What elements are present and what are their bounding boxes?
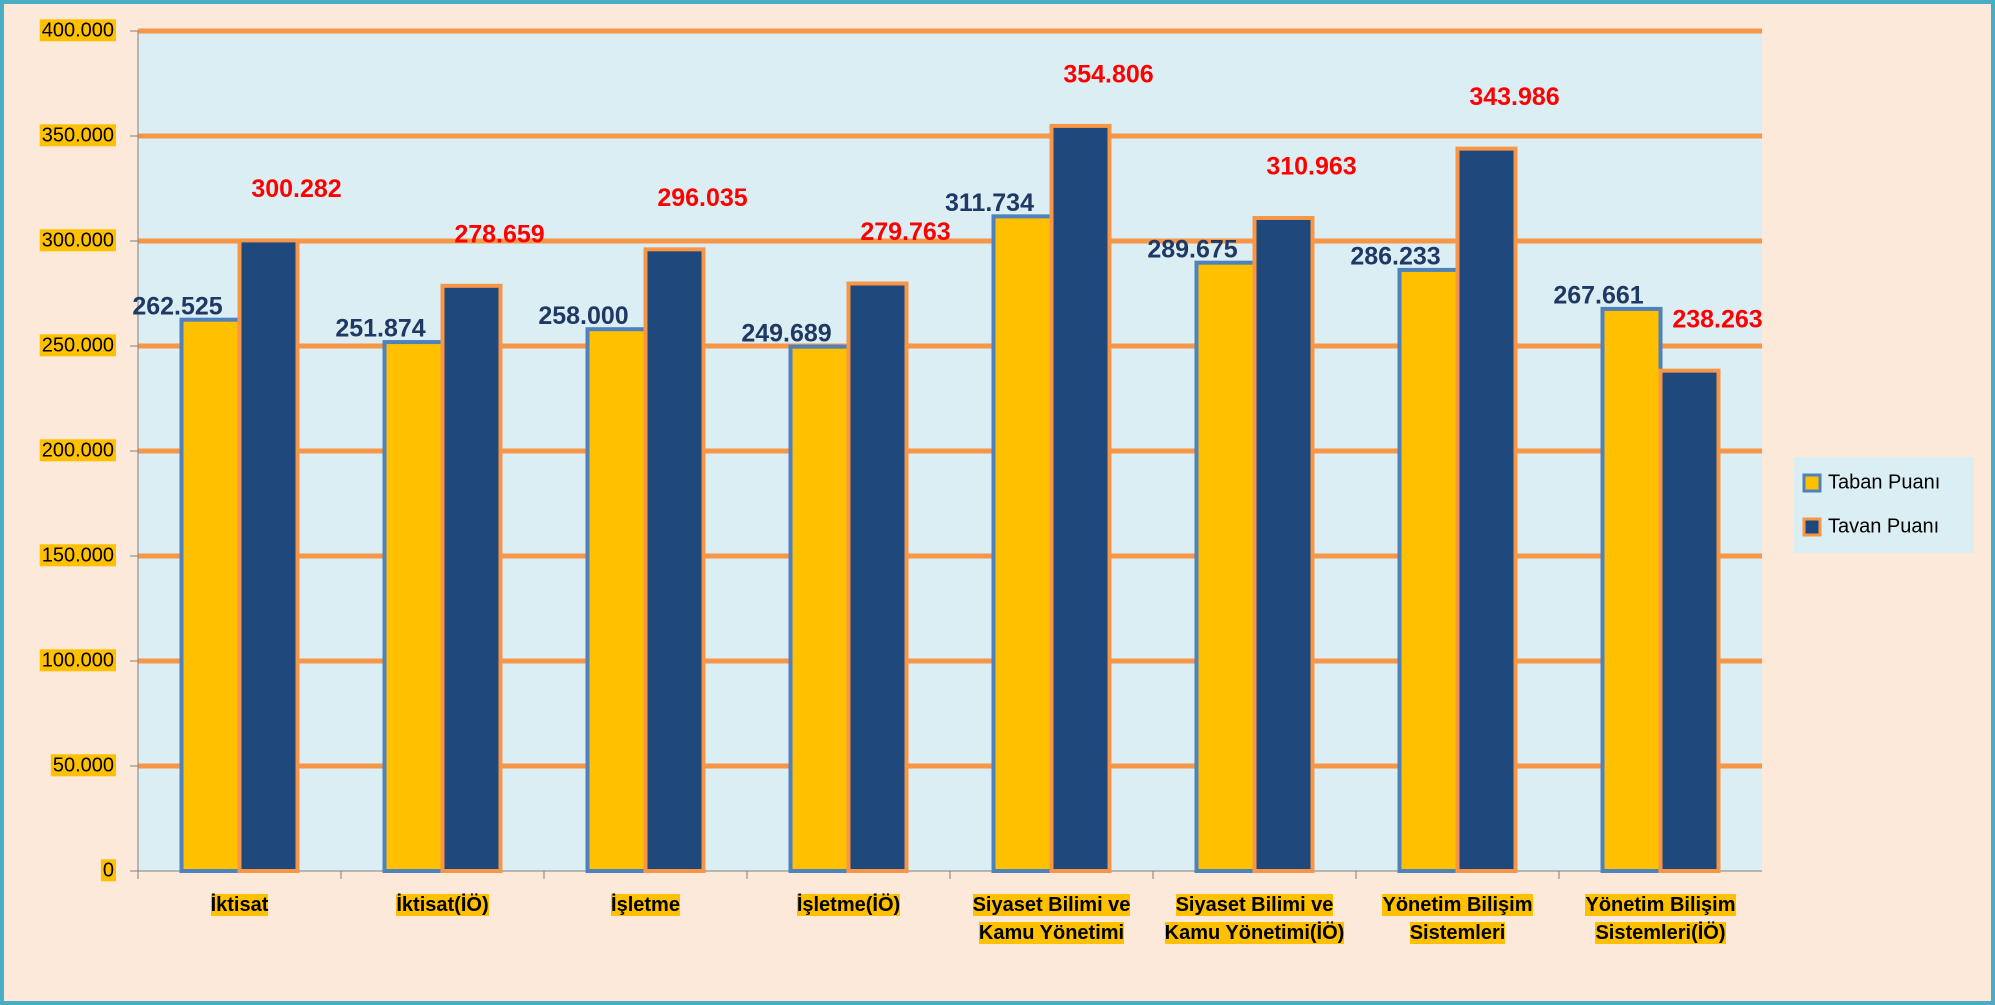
legend-swatch xyxy=(1802,517,1822,537)
x-tick-label: İktisat xyxy=(145,891,335,919)
chart-svg: 0 50.000 100.000 150.000 200.000 250.000 300.0… xyxy=(39,19,1974,882)
data-label: 289.675 xyxy=(1147,235,1237,263)
x-tick-label: Yönetim Bilişim Sistemleri xyxy=(1363,891,1553,947)
x-tick-label-text: İşletme(İÖ) xyxy=(796,894,901,916)
bar xyxy=(1194,260,1257,873)
x-tick-label: İşletme xyxy=(551,891,741,919)
x-tick-label-text: Siyaset Bilimi ve Kamu Yönetimi xyxy=(972,894,1131,944)
y-tick-label-bg xyxy=(100,859,116,882)
x-tick-label-text: İktisat(İÖ) xyxy=(396,894,489,916)
data-label: 262.525 xyxy=(132,292,222,320)
x-tick-label: Siyaset Bilimi ve Kamu Yönetimi(İÖ) xyxy=(1160,891,1350,947)
y-tick-label-bg xyxy=(50,754,116,777)
bar xyxy=(1455,146,1518,873)
bar xyxy=(991,214,1054,874)
y-tick-label: 0 xyxy=(103,859,114,881)
data-label: 267.661 xyxy=(1553,282,1643,310)
data-label: 238.263 xyxy=(1672,305,1762,333)
x-tick-label: İşletme(İÖ) xyxy=(754,891,944,919)
y-tick-label: 150.000 xyxy=(42,544,114,566)
y-tick-label-bg xyxy=(39,649,116,672)
y-tick-label: 100.000 xyxy=(42,649,114,671)
y-tick-label-bg xyxy=(39,19,116,42)
data-label: 343.986 xyxy=(1469,83,1559,111)
bar xyxy=(237,238,300,874)
data-label: 354.806 xyxy=(1063,61,1153,89)
legend-box xyxy=(1794,457,1974,553)
x-tick-label-text: Yönetim Bilişim Sistemleri xyxy=(1382,894,1533,944)
x-tick-label: Siyaset Bilimi ve Kamu Yönetimi xyxy=(957,891,1147,947)
data-label: 279.763 xyxy=(860,218,950,246)
bar xyxy=(1049,123,1112,873)
y-tick-label: 250.000 xyxy=(42,334,114,356)
bar xyxy=(643,247,706,874)
x-tick-label-text: Siyaset Bilimi ve Kamu Yönetimi(İÖ) xyxy=(1164,894,1345,944)
x-tick-label: Yönetim Bilişim Sistemleri(İÖ) xyxy=(1566,891,1756,947)
bar xyxy=(585,327,648,873)
data-label: 300.282 xyxy=(251,175,341,203)
bar xyxy=(440,283,503,873)
y-tick-label: 400.000 xyxy=(42,19,114,41)
y-tick-label-bg xyxy=(39,439,116,462)
bar xyxy=(788,344,851,874)
bar xyxy=(1600,306,1663,873)
x-tick-label: İktisat(İÖ) xyxy=(348,891,538,919)
data-label: 258.000 xyxy=(538,302,628,330)
data-label: 251.874 xyxy=(335,315,425,343)
x-tick-label-text: İşletme xyxy=(611,894,680,916)
y-tick-label-bg xyxy=(39,229,116,252)
bar xyxy=(179,317,242,873)
data-label: 311.734 xyxy=(945,189,1034,217)
data-label: 296.035 xyxy=(657,184,747,212)
x-tick-label-text: İktisat xyxy=(210,894,269,916)
y-tick-label: 50.000 xyxy=(53,754,114,776)
y-tick-label: 300.000 xyxy=(42,229,114,251)
bar xyxy=(1252,215,1315,873)
data-label: 249.689 xyxy=(741,319,831,347)
y-tick-label: 200.000 xyxy=(42,439,114,461)
y-tick-label: 350.000 xyxy=(42,124,114,146)
y-tick-label-bg xyxy=(39,124,116,147)
data-label: 286.233 xyxy=(1350,243,1440,271)
data-label: 310.963 xyxy=(1266,153,1356,181)
bar xyxy=(382,340,445,874)
y-tick-label-bg xyxy=(39,334,116,357)
y-tick-label-bg xyxy=(39,544,116,567)
legend-swatch xyxy=(1802,473,1822,493)
bar xyxy=(846,281,909,874)
bar xyxy=(1658,368,1721,873)
legend-label: Taban Puanı xyxy=(1828,471,1940,493)
bar xyxy=(1397,267,1460,873)
data-label: 278.659 xyxy=(454,220,544,248)
x-tick-label-text: Yönetim Bilişim Sistemleri(İÖ) xyxy=(1585,894,1736,944)
legend-label: Tavan Puanı xyxy=(1828,515,1939,537)
